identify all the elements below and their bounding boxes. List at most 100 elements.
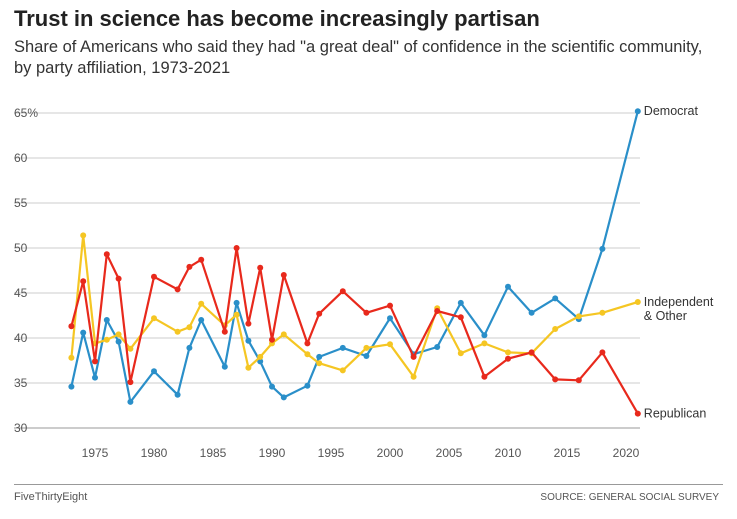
footer-divider [14,484,723,485]
data-point [387,302,393,309]
data-point [186,344,193,351]
data-point [599,245,606,252]
chart-title: Trust in science has become increasingly… [14,6,540,31]
x-tick-label: 2015 [554,446,581,460]
data-point [115,331,122,338]
data-point [410,353,417,360]
x-tick-label: 2010 [495,446,522,460]
series-label: Independent [644,295,714,309]
x-tick-label: 2000 [377,446,404,460]
data-point [634,299,641,305]
x-tick-label: 1995 [318,446,345,460]
data-point [257,264,264,271]
x-tick-label: 2005 [436,446,463,460]
data-point [257,353,264,360]
data-point [457,299,464,306]
data-point [269,336,275,343]
data-point [481,373,488,380]
data-point [457,350,464,357]
data-point [233,299,240,306]
data-point [103,251,110,258]
data-point [316,360,323,367]
data-point [457,314,464,321]
data-point [599,349,606,356]
data-point [127,398,134,405]
data-point [552,326,559,332]
data-point [269,383,275,390]
y-tick-label: 35 [14,376,28,390]
data-point [103,317,110,323]
data-point [221,328,228,335]
data-point [92,374,98,381]
data-point [316,353,323,360]
y-tick-label: 30 [14,421,28,435]
data-point [174,391,181,398]
data-point [151,315,157,322]
data-point [387,341,393,348]
y-tick-label: 45 [14,286,28,300]
x-tick-label: 2020 [613,446,640,460]
source-label: SOURCE: GENERAL SOCIAL SURVEY [540,492,719,503]
data-point [387,315,393,322]
data-point [363,344,370,351]
data-point [198,300,205,307]
data-point [339,367,346,374]
data-point [68,354,75,361]
data-point [505,355,511,362]
y-tick-label: 50 [14,241,28,255]
brand-label: FiveThirtyEight [14,491,88,503]
data-point [434,308,441,314]
data-point [528,309,535,316]
data-point [304,340,311,347]
x-tick-label: 1980 [141,446,168,460]
data-point [434,344,441,350]
data-point [552,295,559,302]
data-point [257,358,264,365]
data-point [575,313,582,320]
data-point [80,278,87,285]
series-label: & Other [644,309,687,323]
data-point [127,345,134,352]
data-point [198,256,205,263]
data-point [174,286,181,293]
data-point [80,329,87,336]
data-point [280,272,287,278]
data-point [115,275,122,282]
data-point [304,351,311,358]
data-point [505,283,511,290]
y-tick-label: 60 [14,151,28,165]
data-point [233,245,240,251]
data-point [221,363,228,370]
data-point [634,410,641,417]
data-point [599,309,606,316]
x-tick-label: 1985 [200,446,227,460]
data-point [233,311,240,318]
data-point [410,373,417,380]
data-point [68,323,75,330]
chart-subtitle: Share of Americans who said they had "a … [14,38,703,77]
data-point [552,376,559,383]
data-point [575,377,582,384]
series-label: Republican [644,407,707,421]
data-point [115,338,122,345]
data-point [505,349,511,356]
data-point [92,358,98,365]
data-point [634,108,641,115]
series-label: Democrat [644,104,699,118]
data-point [245,320,252,327]
data-point [80,232,87,239]
data-point [151,368,157,375]
data-point [186,263,193,270]
x-tick-label: 1975 [82,446,109,460]
data-point [280,331,287,338]
data-point [316,310,323,317]
x-tick-label: 1990 [259,446,286,460]
data-point [528,349,535,356]
data-point [245,337,252,344]
data-point [68,383,75,390]
data-point [363,309,370,316]
data-point [174,328,181,335]
data-point [339,288,346,295]
